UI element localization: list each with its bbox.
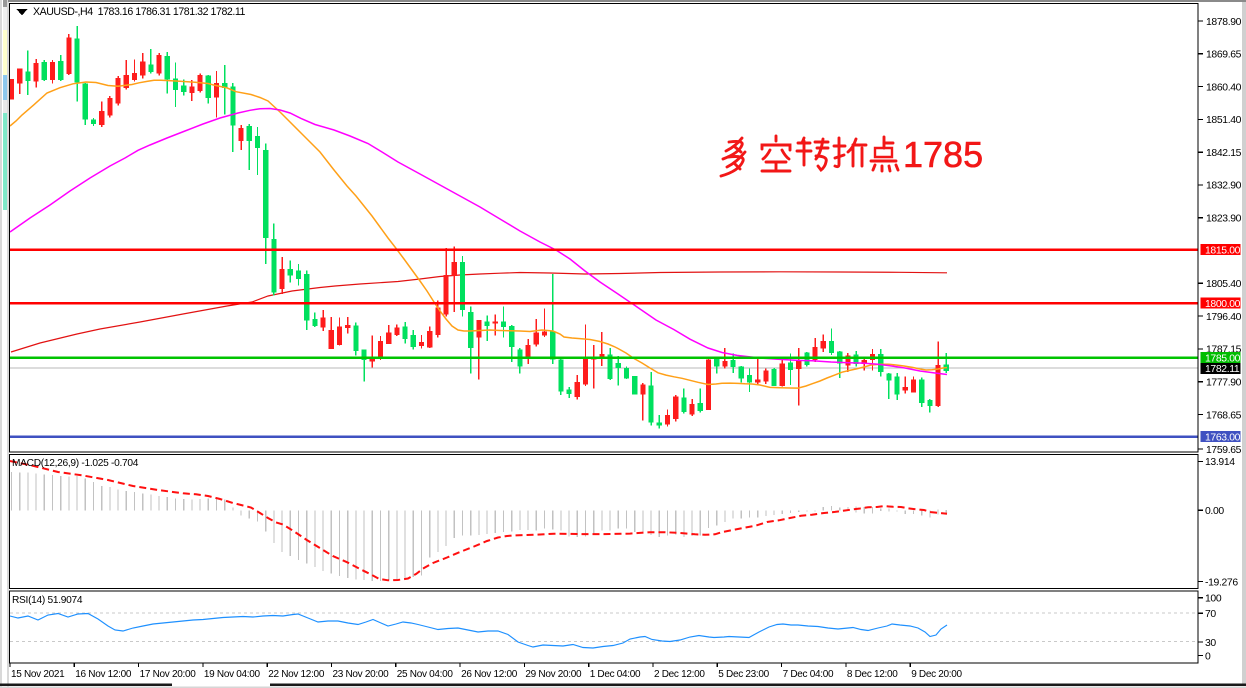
svg-text:16 Nov 12:00: 16 Nov 12:00 — [75, 669, 132, 680]
svg-text:1823.90: 1823.90 — [1206, 214, 1242, 225]
svg-text:RSI(14) 51.9074: RSI(14) 51.9074 — [12, 595, 83, 606]
svg-text:MACD(12,26,9) -1.025 -0.704: MACD(12,26,9) -1.025 -0.704 — [12, 458, 139, 469]
svg-text:30: 30 — [1205, 638, 1216, 649]
svg-text:1759.65: 1759.65 — [1206, 445, 1242, 456]
svg-text:0.00: 0.00 — [1205, 506, 1224, 517]
svg-text:1796.40: 1796.40 — [1206, 312, 1242, 323]
svg-text:100: 100 — [1205, 594, 1222, 605]
svg-text:1763.00: 1763.00 — [1205, 433, 1241, 444]
svg-text:1785: 1785 — [903, 134, 983, 175]
svg-text:19 Nov 04:00: 19 Nov 04:00 — [204, 669, 261, 680]
svg-text:XAUUSD-,H4 1783.16 1786.31 17: XAUUSD-,H4 1783.16 1786.31 1781.32 1782.… — [33, 6, 245, 18]
svg-text:1878.90: 1878.90 — [1206, 17, 1242, 28]
svg-text:15 Nov 2021: 15 Nov 2021 — [11, 669, 65, 680]
svg-text:26 Nov 12:00: 26 Nov 12:00 — [461, 669, 518, 680]
svg-text:1800.00: 1800.00 — [1205, 299, 1241, 310]
svg-text:-19.276: -19.276 — [1205, 577, 1238, 588]
svg-text:1768.65: 1768.65 — [1206, 410, 1242, 421]
svg-text:22 Nov 12:00: 22 Nov 12:00 — [268, 669, 325, 680]
svg-text:1 Dec 04:00: 1 Dec 04:00 — [590, 669, 641, 680]
svg-text:2 Dec 12:00: 2 Dec 12:00 — [654, 669, 705, 680]
svg-text:1869.65: 1869.65 — [1206, 50, 1242, 61]
svg-text:8 Dec 12:00: 8 Dec 12:00 — [847, 669, 898, 680]
svg-text:1815.00: 1815.00 — [1205, 246, 1241, 257]
svg-text:1805.40: 1805.40 — [1206, 279, 1242, 290]
svg-text:70: 70 — [1205, 609, 1216, 620]
svg-text:25 Nov 04:00: 25 Nov 04:00 — [397, 669, 454, 680]
svg-text:23 Nov 20:00: 23 Nov 20:00 — [333, 669, 390, 680]
svg-text:1832.90: 1832.90 — [1206, 181, 1242, 192]
svg-text:1787.15: 1787.15 — [1206, 345, 1242, 356]
svg-text:1777.90: 1777.90 — [1206, 378, 1242, 389]
svg-text:1785.00: 1785.00 — [1205, 354, 1241, 365]
svg-text:17 Nov 20:00: 17 Nov 20:00 — [140, 669, 197, 680]
svg-text:29 Nov 20:00: 29 Nov 20:00 — [525, 669, 582, 680]
svg-text:7 Dec 04:00: 7 Dec 04:00 — [783, 669, 834, 680]
svg-text:5 Dec 23:00: 5 Dec 23:00 — [718, 669, 769, 680]
svg-text:1842.15: 1842.15 — [1206, 148, 1242, 159]
svg-text:9 Dec 20:00: 9 Dec 20:00 — [911, 669, 962, 680]
svg-text:0: 0 — [1205, 651, 1211, 662]
svg-text:1860.40: 1860.40 — [1206, 82, 1242, 93]
svg-text:13.914: 13.914 — [1205, 457, 1235, 468]
svg-text:1851.40: 1851.40 — [1206, 115, 1242, 126]
svg-text:1782.11: 1782.11 — [1205, 364, 1240, 375]
